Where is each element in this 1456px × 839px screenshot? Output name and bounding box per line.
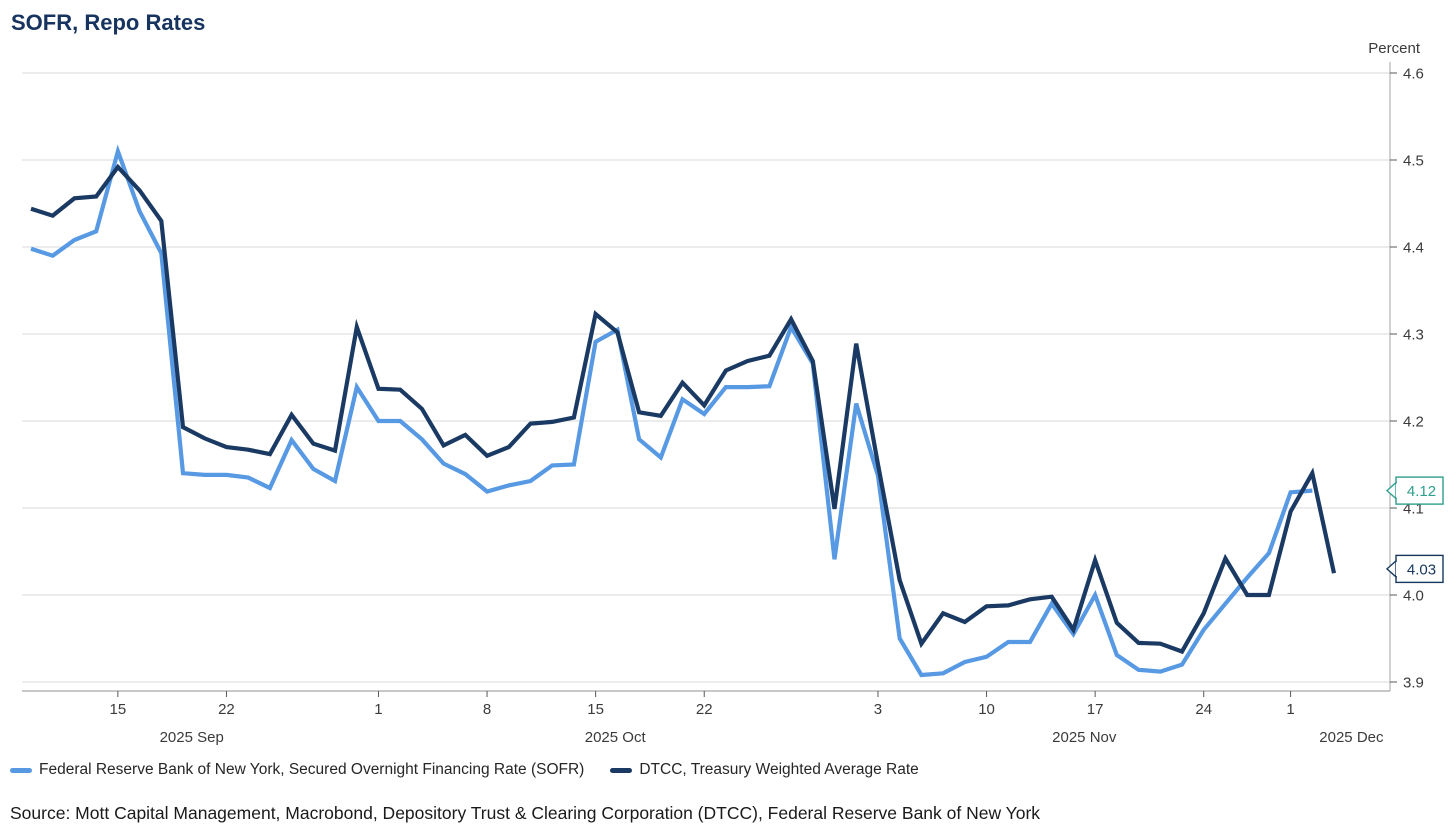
y-tick-label: 3.9 [1403,675,1424,692]
legend-label: DTCC, Treasury Weighted Average Rate [639,761,919,778]
callout-box [1395,476,1444,505]
x-tick-label: 3 [874,701,882,718]
y-tick-label: 4.0 [1403,588,1424,605]
dtcc-line [30,163,1337,655]
x-month-label: 2025 Sep [160,729,224,746]
legend-label: Federal Reserve Bank of New York, Secure… [39,761,585,778]
x-tick-label: 22 [218,701,235,718]
y-tick-label: 4.6 [1403,66,1424,83]
x-month-label: 2025 Nov [1052,729,1117,746]
legend-item-dtcc: DTCC, Treasury Weighted Average Rate [610,761,919,779]
value-callout: 4.12 [1385,476,1444,505]
source-note: Source: Mott Capital Management, Macrobo… [10,803,1041,823]
x-tick-label: 17 [1087,701,1104,718]
y-tick-label: 4.4 [1403,240,1424,257]
callout-value: 4.12 [1407,483,1436,500]
x-tick-label: 10 [978,701,995,718]
callout-pointer-icon [1385,559,1397,579]
legend: Federal Reserve Bank of New York, Secure… [10,761,919,779]
callout-notch [1396,483,1398,498]
x-month-label: 2025 Dec [1319,729,1384,746]
dtcc-legend-swatch-icon [610,767,633,773]
x-month-label: 2025 Oct [585,729,647,746]
callout-pointer-icon [1385,481,1397,501]
callout-value: 4.03 [1407,561,1436,578]
x-tick-label: 1 [374,701,382,718]
sofr-line [30,144,1313,678]
y-tick-label: 4.2 [1403,414,1424,431]
x-tick-label: 22 [696,701,713,718]
x-tick-label: 15 [587,701,604,718]
line-chart: 4.64.54.44.34.24.14.03.915 22 1 8 15 22 3 10 17 2… [22,62,1444,746]
sofr-legend-swatch-icon [10,767,32,773]
x-tick-label: 1 [1286,701,1294,718]
y-tick-label: 4.5 [1403,153,1424,170]
x-tick-label: 8 [483,701,491,718]
x-tick-label: 24 [1195,701,1212,718]
legend-item-sofr: Federal Reserve Bank of New York, Secure… [10,761,584,779]
y-axis-unit-label: Percent [1368,40,1420,57]
y-tick-label: 4.3 [1403,327,1424,344]
chart-title: SOFR, Repo Rates [11,10,206,35]
value-callout: 4.03 [1385,554,1444,584]
callout-notch [1396,561,1398,576]
x-tick-label: 15 [110,701,127,718]
